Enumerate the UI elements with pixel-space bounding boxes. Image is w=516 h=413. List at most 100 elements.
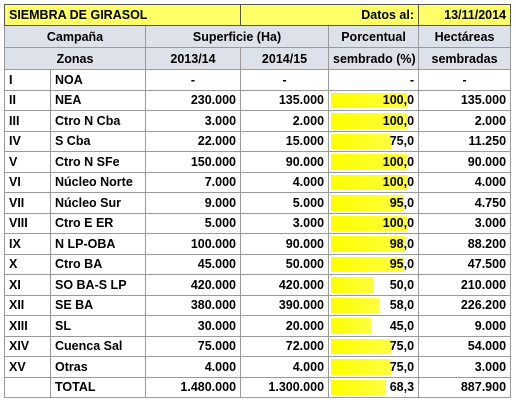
cell: 3.000 (240, 212, 330, 234)
cell: IX (4, 233, 51, 255)
cell: 100,0 (328, 110, 420, 132)
cell: 100.000 (144, 233, 242, 255)
cell: 135.000 (240, 89, 330, 111)
cell: 420.000 (240, 274, 330, 296)
row: XIII SL 30.000 20.000 45,0 9.000 (4, 315, 512, 337)
cell: 54.000 (418, 335, 512, 357)
row: X Ctro BA 45.000 50.000 95,0 47.500 (4, 253, 512, 275)
row: I NOA - - - - (4, 69, 512, 91)
total-cell: 1.300.000 (240, 376, 330, 398)
cell: Núcleo Norte (50, 171, 146, 193)
cell: 11.250 (418, 130, 512, 152)
header-cell: sembradas (418, 47, 512, 70)
cell: - (240, 69, 330, 91)
header-cell: Hectáreas (418, 25, 512, 48)
data-bar (331, 379, 387, 395)
cell: 2.000 (418, 110, 512, 132)
header-row: Campaña Superficie (Ha) Porcentual Hectá… (4, 25, 512, 48)
cell: 75,0 (328, 356, 420, 378)
cell: 45,0 (328, 315, 420, 337)
cell: - (328, 69, 420, 91)
cell-text: 75,0 (389, 359, 415, 374)
cell-text: 100,0 (382, 154, 415, 169)
cell-text: 68,3 (389, 380, 415, 395)
cell-text: 95,0 (389, 195, 415, 210)
cell: III (4, 110, 51, 132)
cell-text: 100,0 (382, 113, 415, 128)
cell: Cuenca Sal (50, 335, 146, 357)
data-bar (331, 359, 391, 375)
data-bar (331, 154, 408, 170)
cell: - (418, 69, 512, 91)
table-body: SIEMBRA DE GIRASOL Datos al: 13/11/2014 … (3, 4, 512, 398)
cell: 75,0 (328, 335, 420, 357)
header-cell: Porcentual (328, 25, 420, 48)
cell: IV (4, 130, 51, 152)
cell: VI (4, 171, 51, 193)
cell: XV (4, 356, 51, 378)
cell: Ctro E ER (50, 212, 146, 234)
row: XI SO BA-S LP 420.000 420.000 50,0 210.000 (4, 274, 512, 296)
data-bar (331, 174, 408, 190)
cell: 9.000 (144, 192, 242, 214)
total-cell: 1.480.000 (144, 376, 242, 398)
cell: 100,0 (328, 89, 420, 111)
row: IX N LP-OBA 100.000 90.000 98,0 88.200 (4, 233, 512, 255)
row: IV S Cba 22.000 15.000 75,0 11.250 (4, 130, 512, 152)
cell: 4.750 (418, 192, 512, 214)
cell: 150.000 (144, 151, 242, 173)
row: XIV Cuenca Sal 75.000 72.000 75,0 54.000 (4, 335, 512, 357)
header-cell: Campaña (4, 25, 146, 48)
cell: 2.000 (240, 110, 330, 132)
cell: SO BA-S LP (50, 274, 146, 296)
cell: 90.000 (418, 151, 512, 173)
cell: 4.000 (144, 356, 242, 378)
row: VIII Ctro E ER 5.000 3.000 100,0 3.000 (4, 212, 512, 234)
title: SIEMBRA DE GIRASOL (3, 4, 242, 26)
data-bar (331, 338, 391, 354)
row: VI Núcleo Norte 7.000 4.000 100,0 4.000 (4, 171, 512, 193)
data-bar (331, 256, 404, 272)
cell: 90.000 (240, 233, 330, 255)
cell: NOA (50, 69, 146, 91)
cell: 90.000 (240, 151, 330, 173)
cell-text: 58,0 (389, 298, 415, 313)
cell: 100,0 (328, 171, 420, 193)
cell: XI (4, 274, 51, 296)
cell: 5.000 (240, 192, 330, 214)
data-bar (331, 92, 408, 108)
cell: 3.000 (418, 212, 512, 234)
cell: 230.000 (144, 89, 242, 111)
cell: N LP-OBA (50, 233, 146, 255)
cell: 75.000 (144, 335, 242, 357)
cell: 95,0 (328, 253, 420, 275)
cell: II (4, 89, 51, 111)
cell: 4.000 (418, 171, 512, 193)
cell: 88.200 (418, 233, 512, 255)
cell (4, 376, 51, 398)
cell: XIII (4, 315, 51, 337)
header-cell: Zonas (4, 47, 146, 70)
cell: 30.000 (144, 315, 242, 337)
cell: 226.200 (418, 294, 512, 316)
cell: XII (4, 294, 51, 316)
cell: 4.000 (240, 171, 330, 193)
cell: 135.000 (418, 89, 512, 111)
cell: XIV (4, 335, 51, 357)
cell: NEA (50, 89, 146, 111)
table: SIEMBRA DE GIRASOL Datos al: 13/11/2014 … (3, 4, 512, 398)
row: III Ctro N Cba 3.000 2.000 100,0 2.000 (4, 110, 512, 132)
cell: 98,0 (328, 233, 420, 255)
cell-text: - (409, 72, 415, 87)
cell: 420.000 (144, 274, 242, 296)
cell: V (4, 151, 51, 173)
cell: Núcleo Sur (50, 192, 146, 214)
title-row: SIEMBRA DE GIRASOL Datos al: 13/11/2014 (3, 4, 512, 26)
cell: 45.000 (144, 253, 242, 275)
cell: 3.000 (418, 356, 512, 378)
cell: Ctro N Cba (50, 110, 146, 132)
date: 13/11/2014 (418, 4, 512, 26)
cell: 210.000 (418, 274, 512, 296)
data-bar (331, 215, 408, 231)
cell: 58,0 (328, 294, 420, 316)
